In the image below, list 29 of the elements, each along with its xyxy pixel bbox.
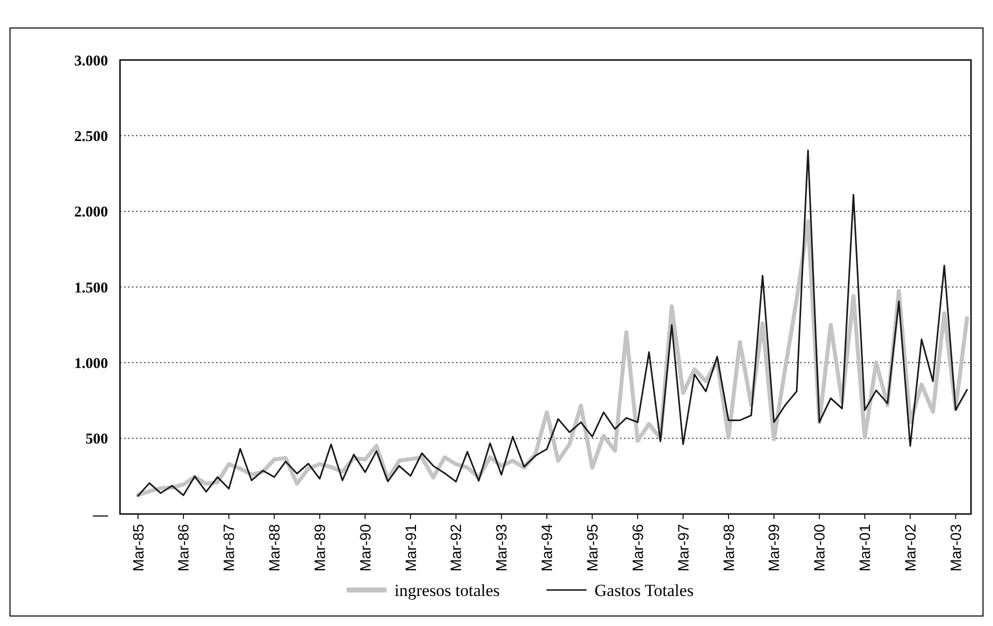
x-tick-label: Mar-00 (812, 524, 829, 572)
x-tick-label: Mar-91 (402, 524, 420, 572)
x-tick-label: Mar-03 (948, 524, 965, 572)
line-series (137, 150, 968, 497)
y-tick-label: 1.000 (74, 356, 108, 372)
x-tick-label: Mar-95 (584, 524, 602, 572)
x-tick-label: Mar-93 (494, 524, 511, 572)
legend-label: Gastos Totales (594, 580, 694, 600)
x-tick-label: Mar-01 (857, 524, 874, 572)
x-tick-label: Mar-88 (266, 524, 284, 572)
legend-label: ingresos totales (394, 580, 500, 600)
y-tick-label: 3.000 (74, 53, 108, 70)
x-tick-label: Mar-89 (312, 524, 329, 572)
y-tick-label: — (92, 507, 109, 524)
x-tick-label: Mar-94 (539, 524, 556, 572)
x-tick-label: Mar-87 (221, 524, 238, 572)
x-tick-label: Mar-96 (630, 524, 647, 572)
x-tick-label: Mar-85 (130, 524, 148, 572)
x-tick-label: Mar-98 (720, 524, 738, 572)
x-tick-label: Mar-02 (902, 524, 920, 572)
y-tick-label: 2.500 (74, 128, 108, 145)
x-tick-label: Mar-97 (675, 524, 692, 572)
y-tick-label: 500 (86, 432, 108, 448)
x-tick-label: Mar-86 (176, 524, 193, 572)
x-tick-label: Mar-99 (766, 524, 784, 572)
y-tick-label: 2.000 (74, 204, 108, 221)
y-tick-label: 1.500 (74, 280, 108, 296)
x-tick-label: Mar-92 (448, 524, 466, 572)
x-tick-label: Mar-90 (357, 524, 374, 572)
